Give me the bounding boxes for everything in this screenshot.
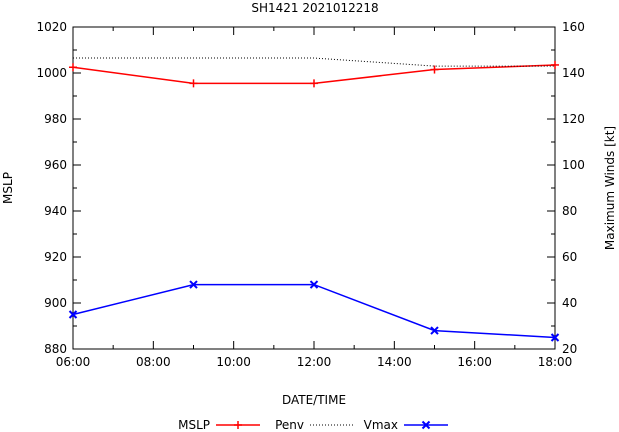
data-point-penv — [310, 79, 318, 88]
y-left-tick-label: 880 — [44, 342, 67, 356]
data-point-penv — [189, 79, 198, 88]
data-point-vmax — [550, 333, 560, 342]
y-axis-right-label: Maximum Winds [kt] — [603, 126, 617, 250]
x-tick-label: 16:00 — [457, 355, 492, 369]
x-axis-label: DATE/TIME — [282, 393, 346, 407]
y-right-tick-label: 160 — [562, 20, 585, 34]
y-left-tick-label: 1020 — [36, 20, 67, 34]
marker-stroke — [421, 420, 431, 430]
y-right-tick-label: 120 — [562, 112, 585, 126]
marker-stroke — [68, 310, 78, 319]
marker-stroke — [309, 280, 319, 289]
series-line-mslp — [73, 57, 555, 67]
y-left-tick-label: 960 — [44, 158, 67, 172]
data-point-vmax — [68, 310, 78, 319]
y-left-tick-label: 980 — [44, 112, 67, 126]
legend-label: Vmax — [364, 418, 398, 432]
plot-frame — [72, 26, 556, 350]
right-y-axis: 20 40 60 80 100 120 140 160 — [547, 20, 585, 356]
x-tick-label: 12:00 — [297, 355, 332, 369]
y-right-tick-label: 140 — [562, 66, 585, 80]
x-axis: 06:00 08:00 10:00 12:00 14:00 16:00 18:00 — [56, 27, 573, 369]
data-point-vmax — [309, 280, 319, 289]
y-left-tick-label: 900 — [44, 296, 67, 310]
legend-label: MSLP — [178, 418, 210, 432]
series-line-vmax — [72, 283, 556, 339]
x-tick-label: 14:00 — [377, 355, 412, 369]
x-tick-label: 08:00 — [136, 355, 171, 369]
x-tick-label: 18:00 — [538, 355, 573, 369]
legend: MSLP Penv Vmax — [178, 418, 448, 432]
y-right-tick-label: 20 — [562, 342, 577, 356]
data-point-penv — [69, 63, 77, 72]
x-tick-label: 06:00 — [56, 355, 91, 369]
marker-stroke — [550, 333, 560, 342]
data-point-vmax — [189, 280, 198, 289]
data-point-penv — [430, 65, 439, 74]
marker-stroke — [189, 280, 198, 289]
y-right-tick-label: 100 — [562, 158, 585, 172]
series-layer — [68, 57, 560, 342]
y-right-tick-label: 60 — [562, 250, 577, 264]
legend-label: Penv — [275, 418, 304, 432]
y-left-tick-label: 920 — [44, 250, 67, 264]
x-tick-label: 10:00 — [216, 355, 251, 369]
left-y-axis: 880 900 920 940 960 980 1000 1020 — [36, 20, 81, 356]
legend-marker — [234, 421, 242, 429]
marker-stroke — [430, 326, 439, 335]
data-point-penv — [551, 60, 559, 69]
data-point-vmax — [430, 326, 439, 335]
chart-title: SH1421 2021012218 — [251, 1, 378, 15]
y-right-tick-label: 40 — [562, 296, 577, 310]
y-axis-left-label: MSLP — [1, 172, 15, 204]
y-left-tick-label: 940 — [44, 204, 67, 218]
y-left-tick-label: 1000 — [36, 66, 67, 80]
y-right-tick-label: 80 — [562, 204, 577, 218]
legend-marker — [421, 420, 431, 430]
